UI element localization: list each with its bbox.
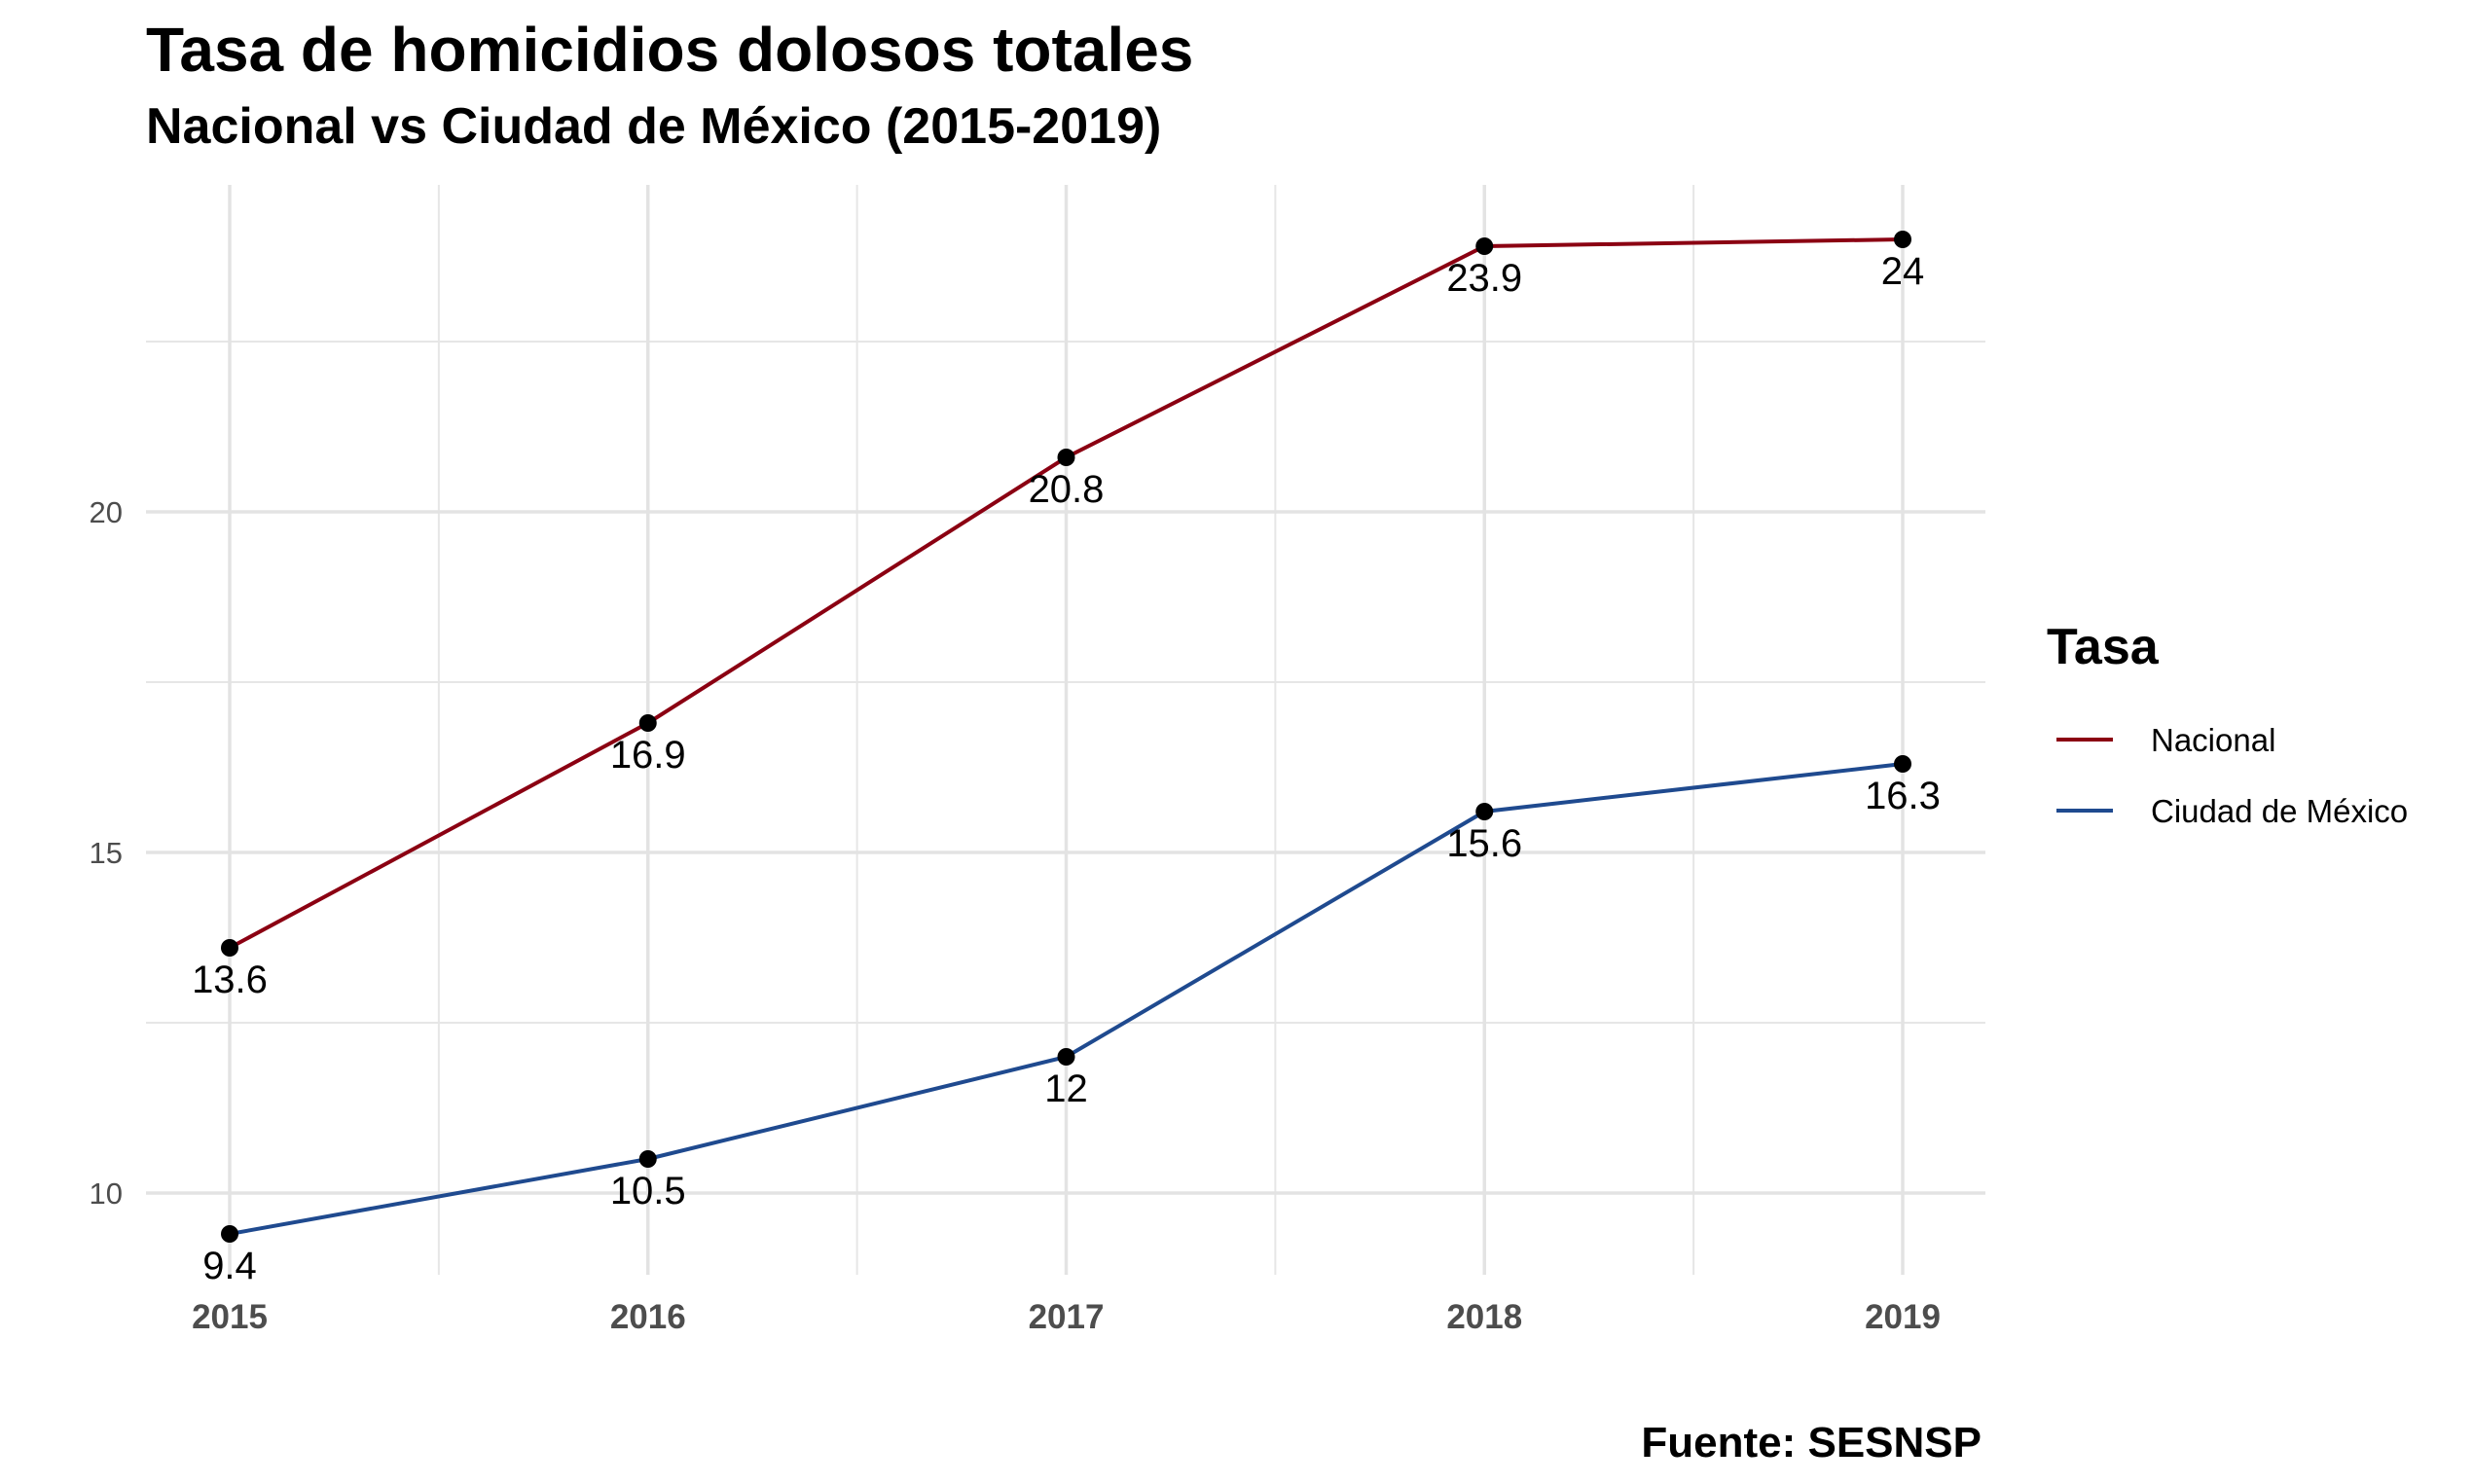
data-point [638, 1150, 657, 1168]
data-point [638, 714, 657, 732]
data-point [1475, 237, 1494, 255]
y-tick-label: 20 [90, 495, 123, 529]
series-group: 13.6 16.9 20.8 23.9 24 9.4 10.5 12 15.6 16.3 [192, 231, 1941, 1287]
data-point [221, 939, 238, 957]
chart-title: Tasa de homicidios dolosos totales [146, 15, 1194, 85]
data-label: 13.6 [192, 959, 268, 1001]
data-label: 23.9 [1446, 257, 1522, 300]
legend-label: Nacional [2151, 722, 2275, 758]
legend: Tasa Nacional Ciudad de México [2047, 619, 2408, 829]
data-point [221, 1225, 238, 1243]
data-label: 20.8 [1029, 468, 1105, 511]
data-label: 15.6 [1446, 822, 1522, 865]
y-tick-label: 10 [90, 1176, 123, 1211]
data-label: 24 [1881, 250, 1925, 293]
data-label: 16.3 [1865, 775, 1941, 817]
data-label: 10.5 [610, 1170, 686, 1213]
data-point [1057, 1048, 1075, 1066]
grid-lines [146, 185, 1985, 1275]
legend-label: Ciudad de México [2151, 793, 2408, 829]
data-point [1894, 755, 1911, 773]
x-axis: 2015 2016 2017 2018 2019 [192, 1298, 1941, 1336]
x-tick-label: 2017 [1029, 1298, 1105, 1336]
y-tick-label: 15 [90, 836, 123, 870]
y-axis: 10 15 20 [90, 495, 123, 1211]
data-label: 12 [1044, 1068, 1088, 1110]
x-tick-label: 2016 [610, 1298, 686, 1336]
data-label: 9.4 [202, 1245, 257, 1287]
data-label: 16.9 [610, 734, 686, 777]
x-tick-label: 2018 [1446, 1298, 1522, 1336]
chart-caption: Fuente: SESNSP [1641, 1419, 1982, 1466]
legend-title: Tasa [2047, 619, 2160, 675]
data-point [1475, 803, 1494, 820]
data-point [1894, 231, 1911, 248]
x-tick-label: 2019 [1865, 1298, 1941, 1336]
data-point [1057, 449, 1075, 466]
x-tick-label: 2015 [192, 1298, 268, 1336]
chart-subtitle: Nacional vs Ciudad de México (2015-2019) [146, 98, 1162, 155]
